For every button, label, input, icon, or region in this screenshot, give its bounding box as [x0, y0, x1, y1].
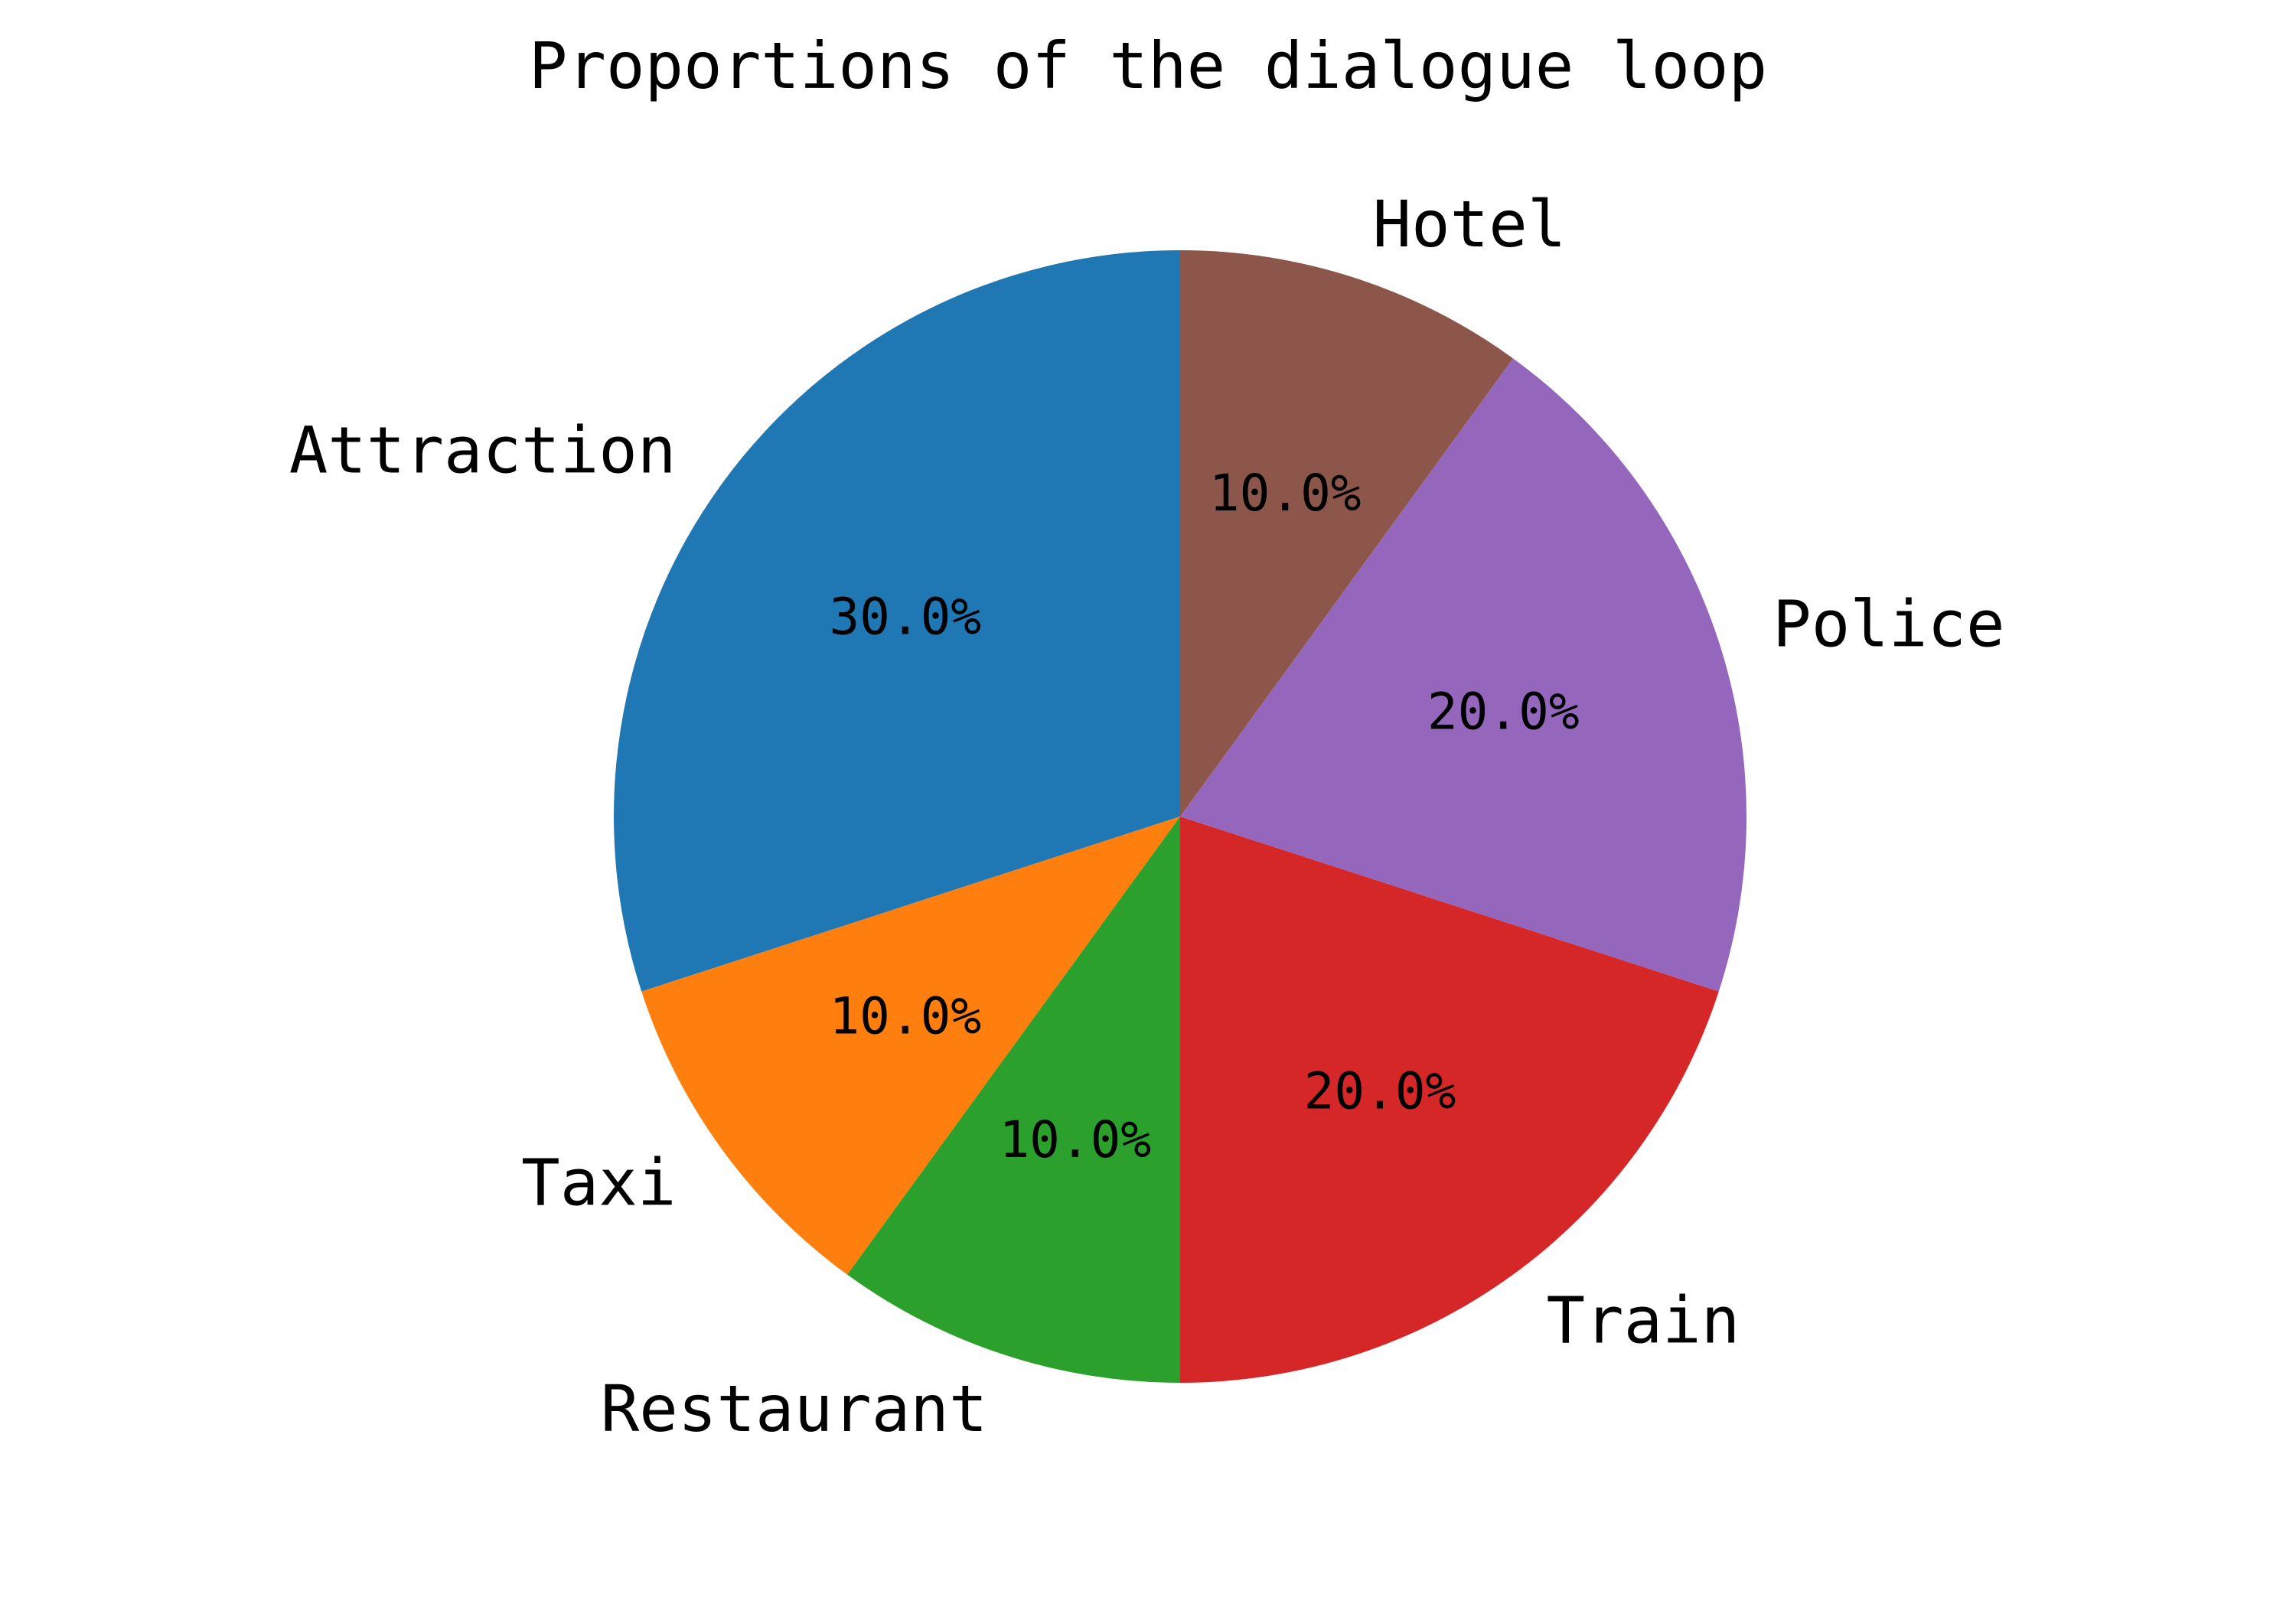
- pie-slice-restaurant: [847, 817, 1180, 1383]
- pie-pct-label-taxi: 10.0%: [829, 986, 981, 1045]
- pie-category-label-taxi: Taxi: [521, 1145, 676, 1220]
- pie-slice-police: [1180, 358, 1746, 992]
- pie-category-label-attraction: Attraction: [289, 413, 677, 488]
- pie-category-label-train: Train: [1546, 1283, 1740, 1358]
- pie-pct-label-attraction: 30.0%: [829, 588, 981, 647]
- pie-pct-label-train: 20.0%: [1304, 1062, 1456, 1121]
- pie-category-label-hotel: Hotel: [1373, 187, 1567, 262]
- pie-slice-train: [1180, 817, 1719, 1383]
- pie-slice-hotel: [1180, 250, 1513, 817]
- pie-pct-label-hotel: 10.0%: [1209, 464, 1362, 523]
- pie-slice-attraction: [614, 250, 1180, 992]
- pie-pct-label-restaurant: 10.0%: [999, 1110, 1151, 1169]
- chart-title: Proportions of the dialogue loop: [528, 28, 1768, 103]
- pie-category-label-police: Police: [1773, 586, 2004, 661]
- pie-slice-taxi: [641, 817, 1180, 1275]
- pie-pct-label-police: 20.0%: [1427, 682, 1580, 741]
- pie-category-label-restaurant: Restaurant: [601, 1371, 988, 1446]
